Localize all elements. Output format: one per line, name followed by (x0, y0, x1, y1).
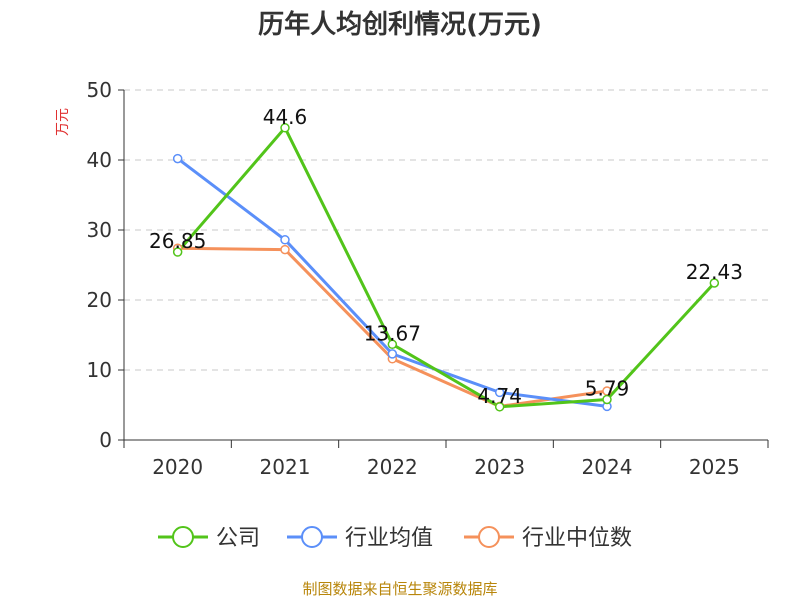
data-label: 13.67 (364, 321, 421, 345)
legend-item[interactable]: 行业均值 (287, 526, 433, 551)
data-point[interactable] (494, 387, 505, 398)
legend-label: 行业中位数 (522, 526, 632, 551)
x-tick-label: 2022 (367, 455, 418, 479)
data-point[interactable] (280, 235, 290, 245)
axes: 0 10 20 30 40 50 2020 2021 2022 2023 2024 2025 (87, 78, 769, 479)
legend-label: 公司 (216, 526, 260, 551)
chart-title: 历年人均创利情况(万元) (258, 10, 542, 40)
legend: 公司 行业均值 行业中位数 (158, 526, 632, 551)
data-label: 44.6 (263, 105, 308, 129)
data-point[interactable] (280, 123, 290, 133)
y-tick-label: 50 (87, 78, 112, 102)
data-point[interactable] (602, 394, 612, 405)
data-point[interactable] (387, 349, 398, 359)
x-tick-label: 2025 (689, 455, 740, 479)
data-label: 5.79 (585, 376, 630, 400)
x-tick-label: 2021 (260, 455, 311, 479)
y-axis-label: 万元 (55, 108, 71, 136)
legend-marker (172, 526, 194, 548)
data-labels: 26.85 44.6 13.67 4.74 5.79 22.43 (149, 105, 743, 408)
data-point[interactable] (387, 339, 398, 350)
series-line (176, 126, 716, 409)
source-footer: 制图数据来自恒生聚源数据库 (302, 580, 498, 598)
legend-marker (301, 526, 323, 548)
data-point[interactable] (172, 153, 183, 164)
y-tick-label: 30 (87, 218, 112, 242)
data-label: 4.74 (477, 384, 522, 408)
y-tick-label: 0 (99, 428, 112, 452)
legend-label: 行业均值 (345, 526, 433, 551)
data-point[interactable] (172, 247, 183, 257)
data-point[interactable] (709, 278, 720, 288)
data-point[interactable] (280, 244, 290, 255)
data-point[interactable] (494, 402, 505, 412)
legend-item[interactable]: 公司 (158, 526, 260, 551)
data-label: 26.85 (149, 229, 206, 253)
grid-lines (124, 89, 768, 371)
x-tick-label: 2023 (474, 455, 525, 479)
legend-item[interactable]: 行业中位数 (464, 526, 632, 551)
series-lines (176, 126, 716, 409)
x-tick-label: 2024 (582, 455, 633, 479)
x-tick-label: 2020 (152, 455, 203, 479)
legend-marker (478, 526, 500, 548)
y-tick-label: 40 (87, 148, 112, 172)
y-tick-label: 20 (87, 288, 112, 312)
data-label: 22.43 (686, 260, 743, 284)
y-tick-label: 10 (87, 358, 112, 382)
series-line (176, 157, 608, 408)
series-points (172, 123, 720, 412)
